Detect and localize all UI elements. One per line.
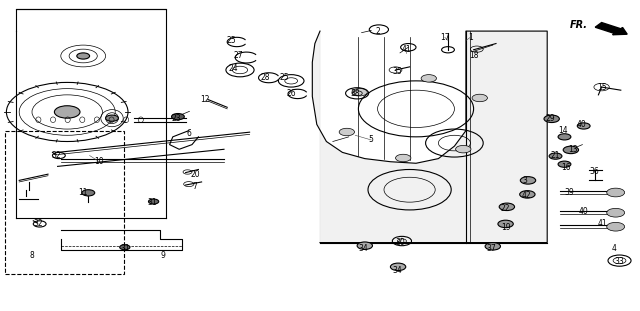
Text: 8: 8 bbox=[29, 251, 35, 259]
Bar bbox=[5, 131, 124, 274]
Circle shape bbox=[421, 75, 436, 82]
Circle shape bbox=[520, 191, 535, 198]
Circle shape bbox=[544, 115, 559, 123]
Circle shape bbox=[54, 106, 80, 118]
Polygon shape bbox=[312, 31, 547, 243]
Circle shape bbox=[607, 222, 625, 231]
Text: 25: 25 bbox=[227, 36, 237, 45]
Text: 40: 40 bbox=[576, 120, 586, 129]
Text: 35: 35 bbox=[392, 67, 402, 76]
Text: 38: 38 bbox=[350, 89, 360, 98]
Text: 33: 33 bbox=[614, 257, 625, 266]
Text: 9: 9 bbox=[161, 251, 166, 259]
Text: 37: 37 bbox=[486, 244, 497, 253]
Text: 21: 21 bbox=[550, 151, 559, 160]
Text: 10: 10 bbox=[94, 157, 104, 166]
Circle shape bbox=[499, 203, 515, 211]
Circle shape bbox=[456, 146, 471, 153]
Circle shape bbox=[352, 88, 367, 96]
Text: 24: 24 bbox=[228, 64, 239, 73]
Text: 12: 12 bbox=[200, 95, 209, 104]
Text: 39: 39 bbox=[564, 188, 575, 197]
Text: 34: 34 bbox=[392, 266, 402, 275]
Text: 13: 13 bbox=[568, 145, 578, 154]
Text: 7: 7 bbox=[193, 182, 198, 191]
Text: 5: 5 bbox=[369, 136, 374, 144]
Text: 20: 20 bbox=[190, 170, 200, 179]
Text: 25: 25 bbox=[280, 73, 290, 82]
Circle shape bbox=[106, 115, 118, 121]
FancyArrow shape bbox=[595, 23, 627, 35]
Circle shape bbox=[77, 53, 90, 59]
Circle shape bbox=[577, 123, 590, 129]
Text: 19: 19 bbox=[500, 223, 511, 231]
Text: 34: 34 bbox=[358, 244, 369, 253]
Circle shape bbox=[472, 94, 488, 102]
Text: 31: 31 bbox=[147, 198, 157, 207]
Text: 16: 16 bbox=[561, 164, 572, 172]
Circle shape bbox=[563, 146, 579, 154]
Text: 41: 41 bbox=[401, 45, 412, 54]
Text: FR.: FR. bbox=[570, 20, 588, 30]
Circle shape bbox=[82, 190, 95, 196]
Text: 11: 11 bbox=[79, 188, 88, 197]
Circle shape bbox=[339, 128, 355, 136]
Text: 27: 27 bbox=[233, 52, 243, 60]
Circle shape bbox=[357, 242, 372, 249]
Text: 32: 32 bbox=[33, 220, 44, 228]
Text: 42: 42 bbox=[521, 192, 531, 200]
Circle shape bbox=[396, 154, 411, 162]
Text: 18: 18 bbox=[469, 52, 478, 60]
Circle shape bbox=[390, 263, 406, 271]
Text: 15: 15 bbox=[596, 83, 607, 91]
Circle shape bbox=[558, 134, 571, 140]
Circle shape bbox=[148, 199, 159, 204]
Text: 31: 31 bbox=[120, 244, 130, 253]
Text: 3: 3 bbox=[522, 176, 527, 185]
Text: 29: 29 bbox=[545, 114, 556, 123]
Circle shape bbox=[120, 245, 130, 250]
Text: 22: 22 bbox=[501, 204, 510, 213]
Circle shape bbox=[520, 177, 536, 184]
Text: 17: 17 bbox=[440, 33, 450, 42]
Text: 6: 6 bbox=[186, 129, 191, 138]
Text: 23: 23 bbox=[171, 114, 181, 123]
Circle shape bbox=[607, 208, 625, 217]
Text: 14: 14 bbox=[558, 126, 568, 135]
Circle shape bbox=[549, 153, 562, 159]
Text: 41: 41 bbox=[598, 220, 608, 228]
Text: 30: 30 bbox=[395, 238, 405, 247]
Circle shape bbox=[485, 243, 500, 250]
Circle shape bbox=[498, 220, 513, 228]
Circle shape bbox=[607, 188, 625, 197]
Text: 32: 32 bbox=[51, 151, 61, 160]
Circle shape bbox=[558, 161, 571, 167]
Text: 36: 36 bbox=[589, 167, 599, 175]
Text: 4: 4 bbox=[612, 244, 617, 253]
Text: 26: 26 bbox=[286, 89, 296, 98]
Text: 28: 28 bbox=[261, 73, 270, 82]
Circle shape bbox=[172, 114, 184, 120]
Text: 1: 1 bbox=[468, 33, 473, 42]
Text: 40: 40 bbox=[579, 207, 589, 216]
Text: 2: 2 bbox=[375, 27, 380, 35]
